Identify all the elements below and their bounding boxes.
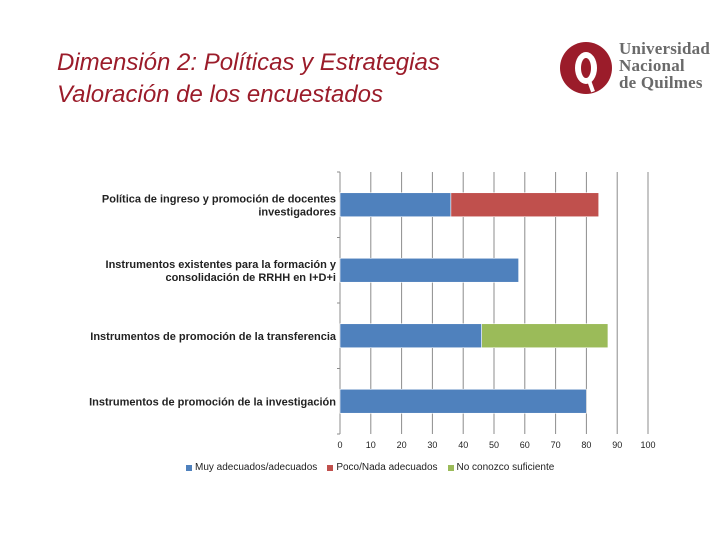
bar-3-category-3 [481, 323, 609, 349]
page-title: Dimensión 2: Políticas y Estrategias Val… [57, 47, 440, 111]
x-tick-label: 90 [612, 440, 622, 450]
x-tick-label: 30 [427, 440, 437, 450]
x-tick-label: 60 [520, 440, 530, 450]
x-tick-label: 0 [337, 440, 342, 450]
x-tick-label: 50 [489, 440, 499, 450]
logo-line-1: Universidad [619, 39, 710, 58]
title-line-1: Dimensión 2: Políticas y Estrategias [57, 49, 440, 76]
category-label: investigadores [258, 206, 336, 218]
chart-legend: Muy adecuados/adecuados Poco/Nada adecuad… [186, 462, 554, 473]
title-line-2: Valoración de los encuestados [57, 81, 383, 108]
bar-1-category-2 [339, 257, 519, 283]
x-tick-label: 10 [366, 440, 376, 450]
category-label: consolidación de RRHH en I+D+i [165, 272, 336, 284]
bar-1-category-3 [339, 323, 482, 349]
legend-swatch [447, 464, 454, 471]
legend-item: Poco/Nada adecuados [327, 462, 438, 473]
category-label: Política de ingreso y promoción de docen… [102, 193, 336, 205]
logo-line-2: Nacional [619, 56, 685, 75]
legend-item: No conozco suficiente [447, 462, 555, 473]
category-label: Instrumentos de promoción de la transfer… [90, 331, 337, 343]
x-tick-label: 80 [581, 440, 591, 450]
bar-2-category-1 [450, 192, 600, 218]
legend-item: Muy adecuados/adecuados [186, 462, 317, 473]
x-tick-label: 20 [397, 440, 407, 450]
bar-1-category-1 [339, 192, 452, 218]
legend-swatch [186, 464, 192, 471]
university-logo-icon [560, 42, 612, 94]
logo-line-3: de Quilmes [619, 73, 703, 92]
legend-label: No conozco suficiente [456, 462, 555, 473]
legend-label: Poco/Nada adecuados [336, 462, 438, 473]
x-tick-label: 40 [458, 440, 468, 450]
bar-1-category-4 [339, 388, 587, 414]
legend-label: Muy adecuados/adecuados [195, 462, 318, 473]
legend-swatch [327, 464, 334, 471]
logo-wordmark: Universidad Nacional de Quilmes [619, 40, 710, 91]
x-tick-label: 70 [551, 440, 561, 450]
category-label: Instrumentos existentes para la formació… [106, 259, 337, 271]
category-label: Instrumentos de promoción de la investig… [89, 396, 336, 408]
x-tick-label: 100 [640, 440, 655, 450]
